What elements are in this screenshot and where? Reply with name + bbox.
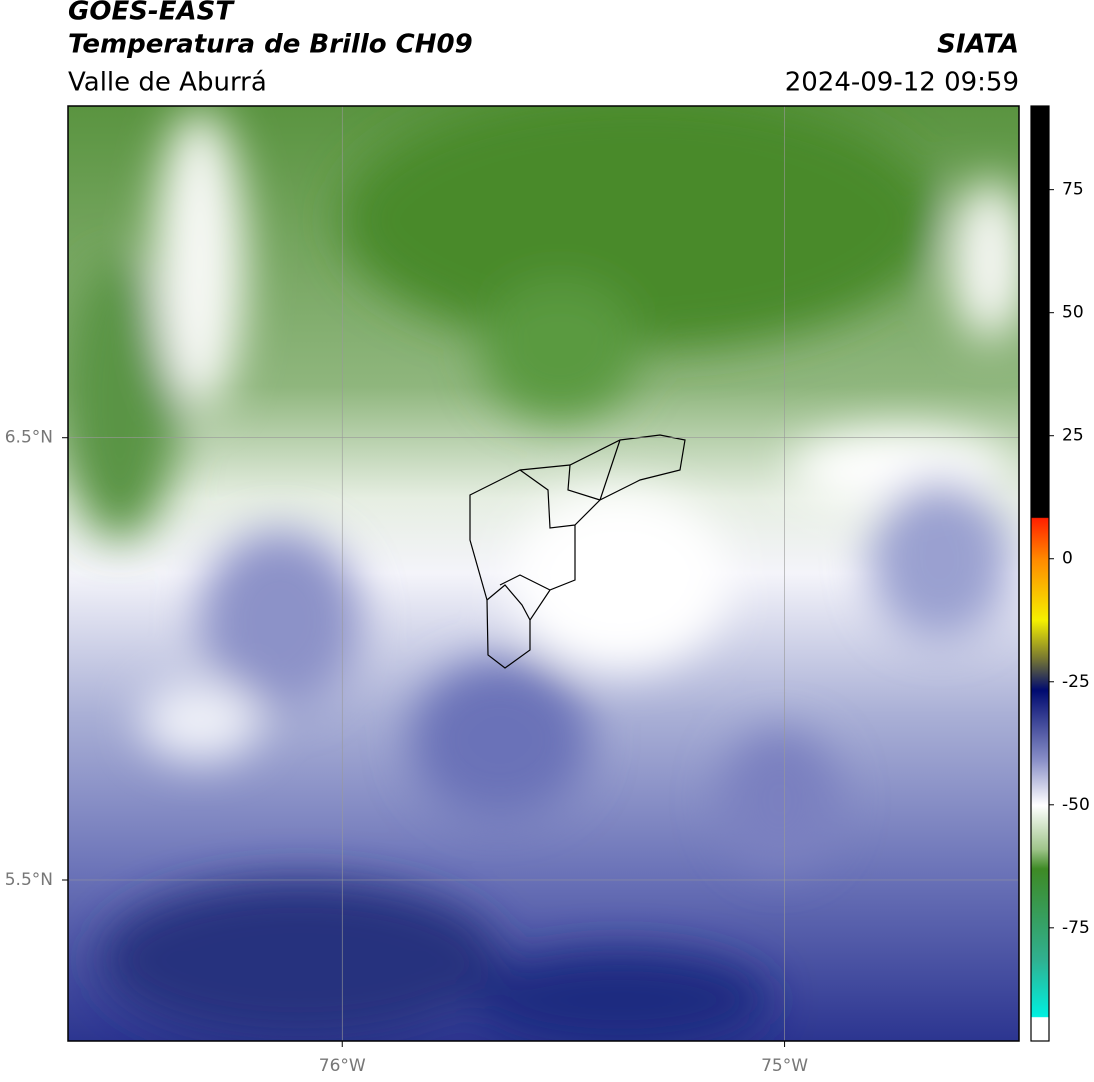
region: Valle de Aburrá	[68, 68, 267, 98]
colorbar	[1030, 105, 1050, 1042]
colorbar-label: 75	[1062, 180, 1084, 200]
colorbar-label: -25	[1062, 672, 1090, 692]
y-tick-label: 6.5°N	[5, 428, 53, 448]
colorbar-label: 50	[1062, 303, 1084, 323]
subtitle: Temperatura de Brillo CH09	[68, 30, 473, 60]
grid	[68, 106, 1019, 1041]
y-tick-label: 5.5°N	[5, 870, 53, 890]
colorbar-label: 25	[1062, 426, 1084, 446]
colorbar-label: -50	[1062, 795, 1090, 815]
satellite-image	[68, 106, 1019, 1041]
x-tick-label: 76°W	[319, 1056, 366, 1076]
colorbar-label: -75	[1062, 918, 1090, 938]
title: GOES-EAST	[68, 0, 235, 27]
map-frame	[67, 105, 1020, 1042]
x-tick-label: 75°W	[761, 1056, 808, 1076]
colorbar-label: 0	[1062, 549, 1073, 569]
source: SIATA	[937, 30, 1019, 60]
timestamp: 2024-09-12 09:59	[785, 68, 1019, 98]
